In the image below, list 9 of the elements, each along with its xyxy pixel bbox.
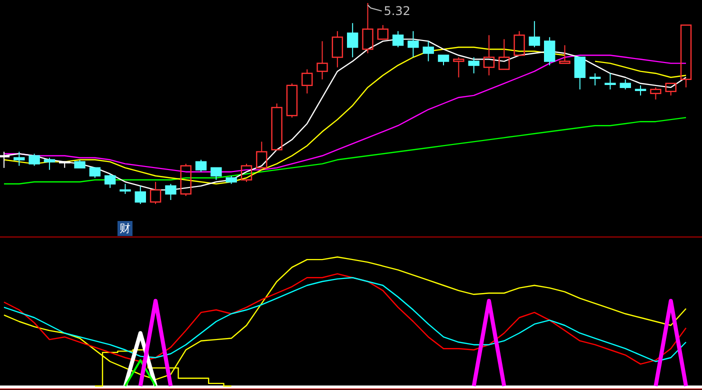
- candlestick: [332, 30, 344, 68]
- candlestick: [346, 22, 358, 58]
- candlestick: [14, 151, 25, 166]
- candlestick: [483, 34, 495, 76]
- candlestick: [316, 40, 328, 80]
- candlestick: [408, 30, 419, 58]
- candlestick: [422, 40, 434, 62]
- annotation: 5.32: [384, 4, 410, 18]
- text: 财: [120, 222, 130, 235]
